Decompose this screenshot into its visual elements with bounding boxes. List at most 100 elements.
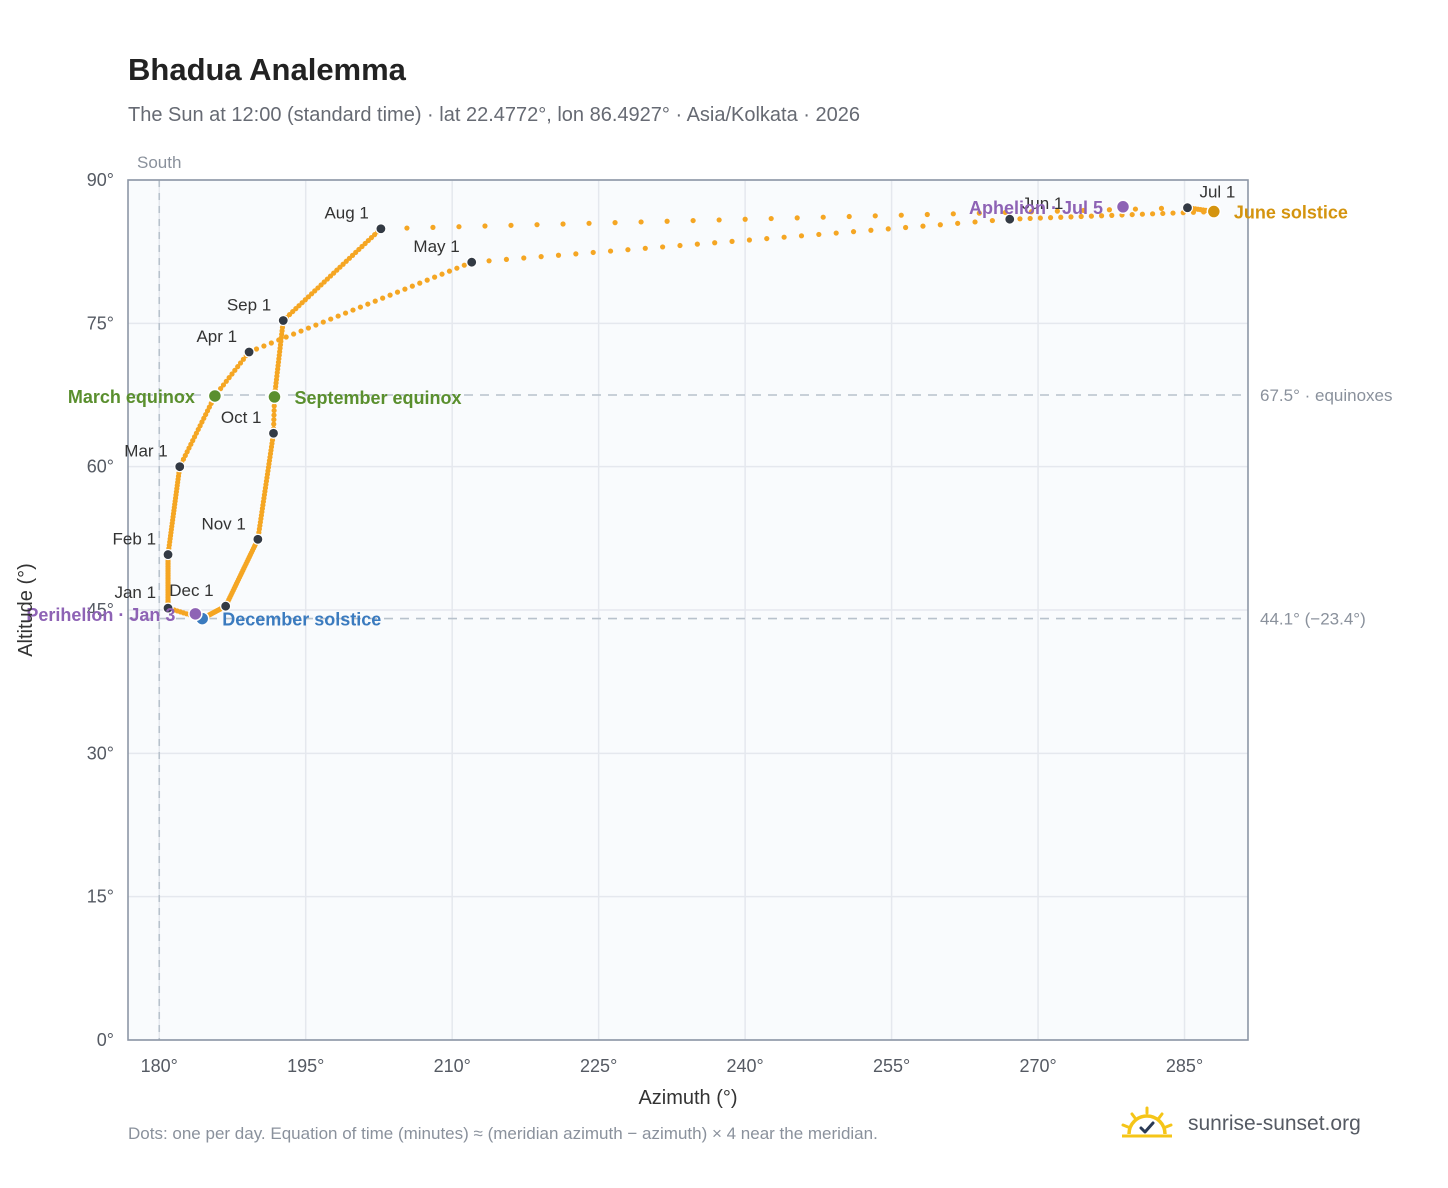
daily-sun-dot bbox=[690, 217, 696, 224]
daily-sun-dot bbox=[1139, 211, 1145, 217]
month-marker[interactable] bbox=[466, 256, 478, 268]
daily-sun-dot bbox=[1047, 215, 1054, 221]
event-marker[interactable] bbox=[207, 388, 223, 404]
daily-sun-dot bbox=[305, 325, 312, 331]
daily-sun-dot bbox=[432, 274, 438, 280]
daily-sun-dot bbox=[903, 224, 909, 231]
month-marker[interactable] bbox=[1004, 213, 1016, 225]
daily-sun-dot bbox=[229, 371, 235, 377]
month-label: Oct 1 bbox=[221, 408, 262, 427]
daily-sun-dot bbox=[716, 217, 722, 223]
daily-sun-dot bbox=[402, 286, 408, 292]
month-marker[interactable] bbox=[243, 346, 255, 358]
daily-sun-dot bbox=[328, 316, 334, 322]
daily-sun-dot bbox=[625, 247, 631, 253]
daily-sun-dot bbox=[508, 222, 514, 228]
daily-sun-dot bbox=[642, 245, 648, 251]
y-axis-label: Altitude (°) bbox=[15, 563, 37, 657]
month-label: Apr 1 bbox=[196, 327, 237, 346]
month-marker[interactable] bbox=[220, 600, 232, 612]
event-marker[interactable] bbox=[267, 389, 282, 405]
daily-sun-dot bbox=[1068, 214, 1074, 220]
y-tick-label: 45° bbox=[87, 600, 114, 620]
daily-sun-dot bbox=[404, 225, 410, 231]
daily-sun-dot bbox=[586, 220, 592, 226]
daily-sun-dot bbox=[1028, 209, 1034, 215]
daily-sun-dot bbox=[1017, 216, 1023, 222]
daily-sun-dot bbox=[237, 360, 244, 366]
event-marker[interactable] bbox=[1206, 204, 1222, 219]
event-label: December solstice bbox=[222, 610, 381, 630]
month-marker[interactable] bbox=[162, 602, 174, 614]
daily-sun-dot bbox=[1088, 213, 1094, 219]
y-tick-label: 30° bbox=[87, 743, 114, 763]
daily-sun-dot bbox=[1149, 211, 1156, 217]
daily-sun-dot bbox=[555, 252, 562, 258]
month-label: Jun 1 bbox=[1022, 194, 1064, 213]
daily-sun-dot bbox=[1132, 206, 1139, 212]
daily-sun-dot bbox=[430, 224, 436, 230]
daily-sun-dot bbox=[1078, 213, 1084, 220]
daily-sun-dot bbox=[387, 292, 393, 298]
daily-sun-dot bbox=[268, 340, 274, 346]
month-label: Mar 1 bbox=[124, 442, 167, 461]
month-marker[interactable] bbox=[174, 461, 186, 473]
brand-logo[interactable]: sunrise-sunset.org bbox=[1120, 1100, 1361, 1148]
daily-sun-dot bbox=[446, 268, 453, 274]
daily-sun-dot bbox=[394, 289, 401, 295]
x-tick-label: 210° bbox=[434, 1056, 471, 1076]
daily-sun-dot bbox=[846, 213, 852, 220]
daily-sun-dot bbox=[486, 258, 492, 264]
month-marker[interactable] bbox=[375, 223, 387, 235]
daily-sun-dot bbox=[220, 382, 227, 388]
month-marker[interactable] bbox=[162, 548, 174, 561]
daily-sun-dot bbox=[660, 244, 666, 250]
daily-sun-dot bbox=[664, 218, 670, 224]
daily-sun-dot bbox=[820, 214, 826, 220]
daily-sun-dot bbox=[454, 265, 460, 271]
event-marker[interactable] bbox=[1115, 199, 1131, 215]
sun-logo-icon bbox=[1121, 1106, 1173, 1138]
daily-sun-dot bbox=[989, 217, 995, 224]
daily-sun-dot bbox=[872, 213, 878, 219]
daily-sun-dot bbox=[729, 238, 735, 244]
daily-sun-dot bbox=[950, 211, 956, 217]
month-marker[interactable] bbox=[252, 533, 264, 545]
chart-title: Bhadua Analemma bbox=[128, 52, 406, 87]
daily-sun-dot bbox=[590, 249, 596, 256]
daily-sun-dot bbox=[291, 331, 297, 337]
daily-sun-dot bbox=[223, 378, 229, 384]
daily-sun-dot bbox=[833, 230, 839, 236]
month-marker[interactable] bbox=[267, 427, 280, 439]
daily-sun-dot bbox=[1109, 212, 1115, 218]
meridian-label: South bbox=[137, 153, 181, 172]
month-marker[interactable] bbox=[277, 314, 289, 327]
x-axis-label: Azimuth (°) bbox=[638, 1087, 737, 1109]
daily-sun-dot bbox=[335, 313, 341, 319]
daily-sun-dot bbox=[885, 226, 891, 232]
daily-sun-dot bbox=[1054, 208, 1060, 214]
daily-sun-dot bbox=[712, 240, 718, 246]
daily-sun-dot bbox=[350, 307, 356, 313]
month-marker[interactable] bbox=[1181, 202, 1194, 214]
daily-sun-dot bbox=[298, 328, 304, 334]
daily-sun-dot bbox=[612, 220, 618, 226]
daily-sun-dot bbox=[271, 417, 277, 423]
month-label: Dec 1 bbox=[169, 581, 213, 600]
brand-name[interactable]: sunrise-sunset.org bbox=[1188, 1112, 1361, 1135]
daily-sun-dot bbox=[320, 319, 326, 325]
plot-frame bbox=[127, 179, 1249, 1041]
daily-sun-dot bbox=[271, 407, 277, 414]
y-tick-label: 60° bbox=[87, 457, 114, 477]
daily-sun-dot bbox=[372, 298, 378, 304]
month-label: Aug 1 bbox=[324, 204, 368, 223]
daily-sun-dot bbox=[746, 237, 753, 243]
reference-line-label: 44.1° (−23.4°) bbox=[1260, 610, 1366, 629]
event-marker[interactable] bbox=[188, 606, 203, 622]
daily-sun-dot bbox=[850, 229, 857, 235]
daily-sun-dot bbox=[271, 403, 277, 409]
y-tick-label: 75° bbox=[87, 313, 114, 333]
event-label: Aphelion · Jul 5 bbox=[969, 198, 1103, 218]
daily-sun-dot bbox=[816, 231, 822, 238]
